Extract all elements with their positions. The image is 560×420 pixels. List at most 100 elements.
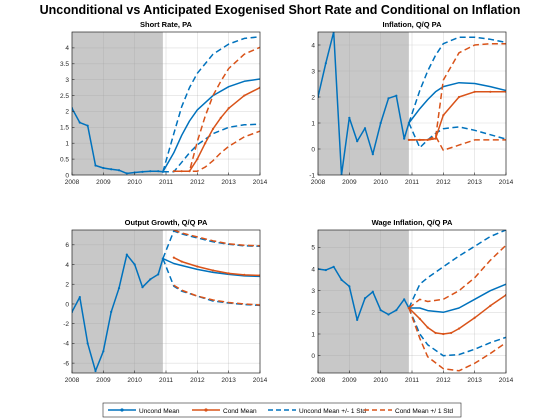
y-tick-label: 2 [311, 310, 315, 317]
x-tick-label: 2011 [159, 377, 173, 384]
y-tick-label: 0 [65, 172, 69, 179]
series-point-cond-mean [457, 95, 461, 99]
series-point-uncond-hist [157, 170, 160, 173]
y-tick-label: 3 [311, 288, 315, 295]
x-tick-label: 2008 [311, 179, 326, 186]
series-line-cond-lower [408, 307, 506, 372]
series-point-uncond-hist [356, 140, 359, 143]
series-point-cond-mean [442, 332, 445, 336]
figure-title: Unconditional vs Anticipated Exogenised … [40, 3, 521, 17]
y-tick-label: 1 [65, 141, 69, 148]
y-tick-label: 0 [65, 301, 69, 308]
y-tick-label: 6 [65, 242, 69, 249]
series-point-uncond-hist [379, 121, 382, 125]
x-tick-label: 2012 [436, 377, 451, 384]
y-tick-label: 2.5 [60, 93, 69, 100]
x-tick-label: 2010 [373, 377, 388, 384]
series-line-uncond-upper [162, 36, 260, 173]
y-tick-label: 5 [311, 245, 315, 252]
series-point-uncond-hist [340, 278, 343, 281]
x-tick-label: 2014 [499, 179, 514, 186]
legend-uncond-band-label: Uncond Mean +/- 1 Std [299, 408, 366, 415]
series-point-uncond-hist [403, 298, 406, 301]
x-tick-label: 2014 [253, 377, 268, 384]
y-tick-label: 3 [65, 77, 69, 84]
series-group [318, 230, 506, 372]
series-line-uncond-lower [408, 307, 506, 357]
series-point-cond-mean [473, 90, 476, 93]
y-tick-label: 0.5 [60, 156, 69, 163]
series-point-uncond-hist [110, 168, 113, 171]
series-point-uncond-hist [141, 286, 144, 289]
series-point-uncond-hist [133, 263, 136, 266]
chart-panel-1: 2008 2009 2010 2011 2012 2013 2014 0 0.5 1 1.5 2 2.5… [60, 20, 268, 186]
series-line-cond-lower [408, 135, 506, 152]
x-tick-label: 2014 [253, 179, 268, 186]
series-point-uncond-hist [86, 124, 89, 127]
legend: Uncond Mean Cond Mean Uncond Mean +/- 1 … [102, 402, 462, 418]
y-tick-label: 3.5 [60, 61, 69, 68]
y-tick-label: -2 [63, 321, 69, 328]
series-point-cond-mean [473, 316, 476, 319]
panel-title: Wage Inflation, Q/Q PA [372, 218, 453, 227]
series-point-cond-mean [243, 94, 246, 97]
x-tick-label: 2008 [65, 377, 80, 384]
x-tick-label: 2013 [467, 377, 482, 384]
x-tick-label: 2009 [342, 377, 357, 384]
series-point-uncond-hist [348, 285, 351, 288]
series-point-cond-mean [426, 326, 429, 329]
series-group [72, 36, 260, 175]
series-point-cond-mean [418, 317, 421, 320]
series-point-cond-mean [219, 116, 222, 119]
series-point-uncond-hist [78, 295, 81, 299]
series-point-uncond-hist [94, 369, 97, 373]
series-point-uncond-hist [94, 164, 97, 167]
y-tick-label: 4 [311, 42, 315, 49]
series-point-cond-mean [450, 331, 453, 335]
series-point-cond-mean [180, 170, 183, 173]
series-point-uncond-hist [356, 318, 359, 322]
series-point-uncond-hist [149, 278, 152, 281]
chart-panels: 2008 2009 2010 2011 2012 2013 2014 0 0.5 1 1.5 2 2.5… [60, 20, 514, 384]
series-line-uncond-mean [162, 78, 260, 173]
series-point-cond-mean [196, 158, 199, 161]
series-group [72, 230, 260, 373]
y-tick-label: 2 [65, 282, 69, 289]
history-shade [318, 32, 409, 175]
x-tick-label: 2009 [96, 179, 111, 186]
series-point-uncond-hist [141, 170, 144, 173]
series-point-uncond-hist [363, 297, 367, 300]
series-point-uncond-hist [125, 253, 128, 256]
x-tick-label: 2011 [159, 179, 173, 186]
series-point-uncond-hist [149, 170, 152, 173]
y-tick-label: 1.5 [60, 125, 69, 132]
series-point-cond-mean [211, 269, 215, 272]
x-tick-label: 2010 [127, 377, 142, 384]
y-tick-label: -6 [63, 360, 69, 367]
series-point-cond-mean [227, 107, 230, 110]
series-line-uncond-mean [408, 81, 506, 124]
x-tick-label: 2013 [221, 179, 236, 186]
series-line-cond-lower [173, 130, 260, 172]
series-line-uncond-mean [162, 257, 260, 278]
series-point-cond-mean [442, 114, 445, 117]
series-point-uncond-hist [324, 62, 327, 65]
series-point-cond-mean [227, 272, 230, 275]
series-point-uncond-hist [371, 153, 374, 156]
series-point-uncond-hist [379, 309, 382, 312]
series-point-uncond-hist [371, 290, 374, 293]
x-tick-label: 2009 [96, 377, 111, 384]
panel-title: Short Rate, PA [140, 20, 193, 29]
series-point-uncond-hist [102, 350, 105, 353]
x-tick-label: 2009 [342, 179, 357, 186]
chart-panel-4: 2008 2009 2010 2011 2012 2013 2014 0 1 2 3 4 5 Wage I… [311, 218, 514, 384]
x-tick-label: 2012 [436, 179, 451, 186]
x-tick-label: 2010 [373, 179, 388, 186]
series-line-cond-upper [173, 230, 260, 247]
x-tick-label: 2008 [311, 377, 326, 384]
series-point-uncond-hist [110, 310, 113, 313]
legend-cond-mean-label: Cond Mean [223, 408, 257, 415]
history-shade [72, 32, 163, 175]
y-tick-label: 4 [311, 266, 315, 273]
